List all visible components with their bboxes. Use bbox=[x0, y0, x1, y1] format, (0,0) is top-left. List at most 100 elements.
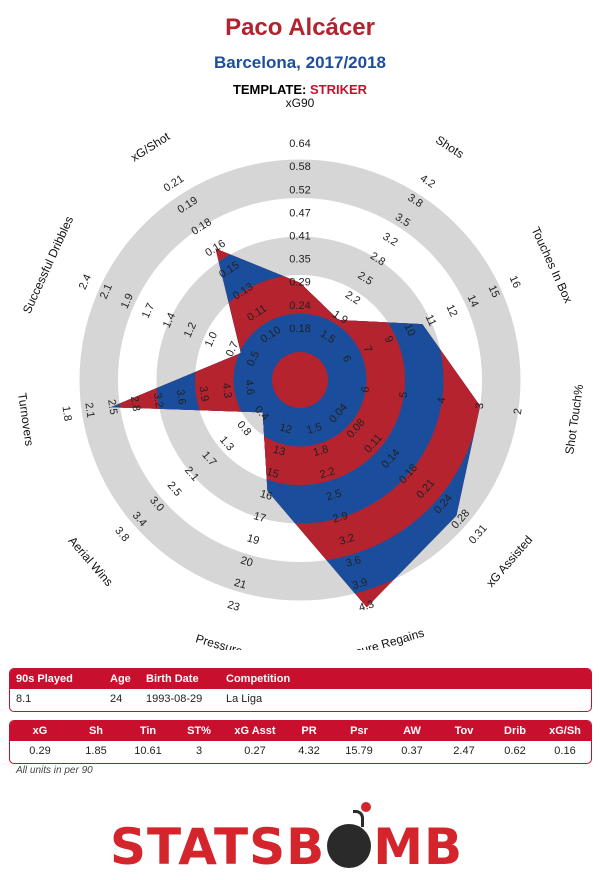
radar-chart: 0.180.240.290.350.410.470.520.580.64xG90… bbox=[15, 96, 586, 650]
tick-label: 6 bbox=[359, 386, 372, 394]
axis-label: Shots bbox=[433, 133, 466, 161]
tick-label: 4.3 bbox=[220, 382, 234, 399]
tick-label: 1.8 bbox=[59, 405, 73, 422]
template-line: TEMPLATE: STRIKER bbox=[0, 82, 600, 97]
tick-label: 0.47 bbox=[289, 207, 310, 219]
stats-value-aw: 0.37 bbox=[401, 745, 423, 757]
stats-table: xG Sh Tin ST% xG Asst PR Psr AW Tov Drib… bbox=[9, 720, 592, 764]
tick-label: 0.52 bbox=[289, 184, 310, 196]
stats-value-drib: 0.62 bbox=[504, 745, 526, 757]
tick-label: 10 bbox=[402, 322, 418, 338]
axis-label: Turnovers bbox=[15, 392, 36, 447]
stats-header-xg: xG bbox=[32, 725, 48, 737]
stats-value-st-pct: 3 bbox=[195, 745, 203, 757]
tick-label: 9 bbox=[382, 334, 395, 345]
stats-value-tin: 10.61 bbox=[134, 745, 162, 757]
tick-label: 15 bbox=[486, 284, 502, 300]
tick-label: 3.9 bbox=[351, 576, 369, 592]
tick-label: 0.58 bbox=[289, 161, 310, 173]
tick-label: 4.6 bbox=[242, 379, 256, 396]
info-value-competition: La Liga bbox=[226, 693, 263, 705]
tick-label: 5 bbox=[398, 391, 411, 399]
tick-label: 2.5 bbox=[325, 488, 343, 504]
info-header-birth-date: Birth Date bbox=[146, 673, 199, 685]
tick-label: 1.2 bbox=[182, 321, 199, 340]
tick-label: 2.4 bbox=[77, 273, 94, 292]
info-table-row: 8.1 24 1993-08-29 La Liga bbox=[10, 689, 591, 709]
stats-value-pr: 4.32 bbox=[298, 745, 320, 757]
tick-label: 13 bbox=[272, 444, 287, 459]
tick-label: 1.9 bbox=[119, 292, 136, 311]
tick-label: 19 bbox=[246, 532, 261, 547]
stats-header-aw: AW bbox=[403, 725, 421, 737]
tick-label: 2.1 bbox=[82, 402, 96, 419]
bomb-icon bbox=[327, 802, 372, 868]
tick-label: 14 bbox=[465, 293, 481, 309]
tick-label: 0.41 bbox=[289, 231, 310, 243]
tick-label: 2.2 bbox=[318, 465, 336, 481]
tick-label: 2.5 bbox=[105, 399, 119, 416]
axis-label: Shot Touch% bbox=[562, 383, 586, 455]
stats-header-pr: PR bbox=[301, 725, 317, 737]
tick-label: 17 bbox=[252, 510, 267, 525]
stats-header-tin: Tin bbox=[139, 725, 157, 737]
stats-value-xg-asst: 0.27 bbox=[244, 745, 266, 757]
info-table: 90s Played Age Birth Date Competition 8.… bbox=[9, 668, 592, 712]
tick-label: 0.5 bbox=[245, 349, 262, 368]
info-header-age: Age bbox=[110, 673, 131, 685]
tick-label: 7 bbox=[361, 344, 374, 355]
stats-value-xg: 0.29 bbox=[29, 745, 51, 757]
tick-label: 3.9 bbox=[197, 385, 211, 402]
info-table-header: 90s Played Age Birth Date Competition bbox=[10, 669, 591, 689]
tick-label: 16 bbox=[259, 488, 274, 503]
tick-label: 1.4 bbox=[161, 311, 178, 330]
stats-header-xg-sh: xG/Sh bbox=[549, 725, 581, 737]
tick-label: 6 bbox=[340, 353, 353, 364]
template-value: STRIKER bbox=[309, 82, 368, 97]
tick-label: 2.1 bbox=[98, 282, 115, 301]
stats-header-psr: Psr bbox=[350, 725, 368, 737]
tick-label: 0.29 bbox=[289, 277, 310, 289]
stats-value-xg-sh: 0.16 bbox=[554, 745, 576, 757]
tick-label: 3.2 bbox=[151, 392, 165, 409]
stats-header-sh: Sh bbox=[88, 725, 104, 737]
team-season: Barcelona, 2017/2018 bbox=[213, 53, 386, 72]
tick-label: 4.3 bbox=[357, 598, 375, 614]
tick-label: 3 bbox=[474, 402, 487, 410]
stats-header-tov: Tov bbox=[454, 725, 474, 737]
statsbomb-logo: STATSB MB bbox=[110, 802, 463, 872]
units-footnote: All units in per 90 bbox=[16, 765, 93, 776]
tick-label: 23 bbox=[226, 599, 241, 614]
info-value-age: 24 bbox=[110, 693, 123, 705]
tick-label: 16 bbox=[507, 274, 523, 290]
tick-label: 2.9 bbox=[331, 510, 349, 526]
tick-label: 0.24 bbox=[289, 300, 310, 312]
template-label: TEMPLATE: bbox=[232, 82, 307, 97]
tick-label: 21 bbox=[232, 577, 247, 592]
stats-header-st-pct: ST% bbox=[187, 725, 211, 737]
tick-label: 1.7 bbox=[140, 301, 157, 320]
info-value-birth-date: 1993-08-29 bbox=[146, 693, 203, 705]
tick-label: 2 bbox=[512, 408, 525, 416]
info-header-90s: 90s Played bbox=[16, 673, 73, 685]
tick-label: 3.6 bbox=[174, 389, 188, 406]
tick-label: 3.6 bbox=[344, 554, 362, 570]
stats-header-drib: Drib bbox=[504, 725, 526, 737]
stats-table-header: xG Sh Tin ST% xG Asst PR Psr AW Tov Drib… bbox=[10, 721, 591, 741]
stats-value-psr: 15.79 bbox=[345, 745, 373, 757]
info-value-90s: 8.1 bbox=[16, 693, 32, 705]
tick-label: 0.35 bbox=[289, 254, 310, 266]
tick-label: 3.2 bbox=[338, 532, 356, 548]
tick-label: 11 bbox=[423, 313, 439, 328]
axis-label: xG90 bbox=[286, 96, 315, 110]
info-header-competition: Competition bbox=[226, 673, 291, 685]
tick-label: 0.7 bbox=[224, 340, 241, 359]
tick-label: 2.8 bbox=[128, 395, 142, 412]
tick-label: 12 bbox=[444, 303, 460, 319]
stats-value-sh: 1.85 bbox=[85, 745, 107, 757]
tick-label: 12 bbox=[278, 422, 293, 437]
radar-band bbox=[272, 352, 328, 408]
player-name: Paco Alcácer bbox=[225, 14, 375, 41]
tick-label: 1.0 bbox=[203, 330, 220, 349]
tick-label: 1.8 bbox=[312, 443, 330, 459]
